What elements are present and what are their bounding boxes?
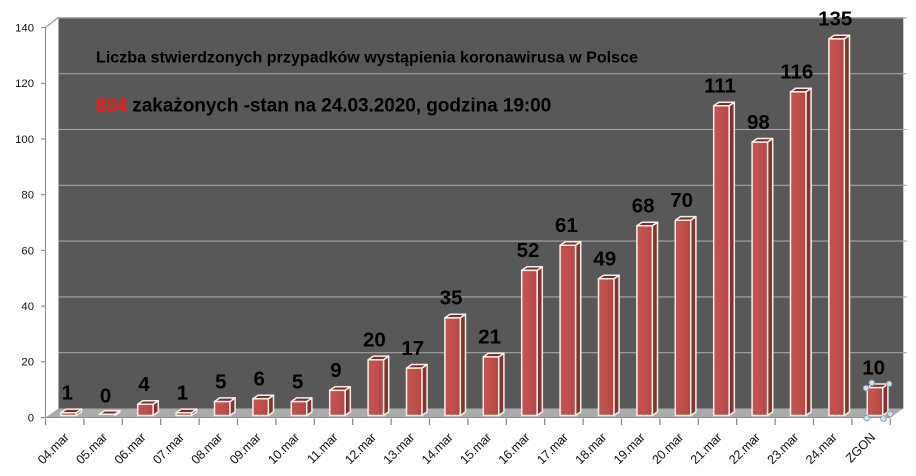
svg-text:10: 10	[862, 356, 885, 379]
svg-text:100: 100	[15, 134, 34, 146]
svg-text:5: 5	[292, 370, 303, 393]
svg-text:1: 1	[177, 382, 188, 405]
svg-text:21: 21	[478, 326, 501, 349]
svg-text:20: 20	[21, 357, 34, 369]
svg-text:0: 0	[28, 412, 34, 424]
svg-text:135: 135	[818, 8, 852, 31]
svg-text:40: 40	[21, 301, 34, 313]
svg-text:49: 49	[593, 248, 616, 271]
svg-text:6: 6	[253, 368, 264, 391]
svg-text:9: 9	[330, 359, 341, 382]
svg-text:20: 20	[363, 329, 386, 352]
svg-text:884 zakażonych -stan na 24.03: 884 zakażonych -stan na 24.03.2020, godz…	[96, 96, 552, 117]
svg-text:52: 52	[517, 239, 540, 262]
svg-text:116: 116	[780, 61, 813, 84]
svg-text:17: 17	[401, 337, 424, 360]
svg-text:Liczba stwierdzonych przypadkó: Liczba stwierdzonych przypadków wystąpie…	[96, 49, 638, 67]
svg-text:80: 80	[21, 190, 34, 202]
svg-text:0: 0	[100, 384, 111, 407]
svg-text:1: 1	[61, 382, 72, 405]
svg-text:70: 70	[670, 189, 693, 212]
svg-text:61: 61	[555, 214, 578, 237]
svg-text:98: 98	[747, 111, 770, 134]
svg-text:120: 120	[15, 78, 34, 90]
svg-text:140: 140	[15, 23, 34, 35]
svg-text:4: 4	[138, 373, 150, 396]
svg-text:35: 35	[440, 287, 463, 310]
svg-text:68: 68	[632, 195, 655, 218]
svg-text:5: 5	[215, 370, 226, 393]
svg-text:111: 111	[704, 75, 736, 98]
svg-text:60: 60	[21, 245, 34, 257]
